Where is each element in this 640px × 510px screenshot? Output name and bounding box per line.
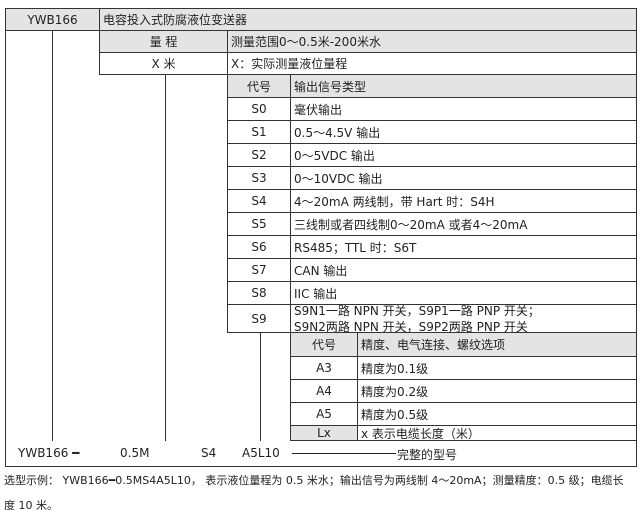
option-code: A3: [290, 356, 358, 380]
output-desc: 三线制或者四线制0～20mA 或者4～20mA: [290, 212, 637, 236]
output-desc: RS485；TTL 时：S6T: [290, 235, 637, 259]
range-desc: 测量范围0～0.5米-200米水: [227, 30, 637, 53]
output-desc: 0～10VDC 输出: [290, 166, 637, 190]
output-desc: CAN 输出: [290, 258, 637, 282]
output-code: S5: [227, 212, 291, 236]
option-desc: 精度为0.5级: [357, 402, 637, 426]
output-code: S6: [227, 235, 291, 259]
output-head-desc: 输出信号类型: [290, 74, 637, 98]
model-cell: YWB166: [5, 8, 100, 31]
product-name: 电容投入式防腐液位变送器: [99, 8, 637, 31]
options-head-code: 代号: [290, 332, 358, 357]
range-code: X 米: [99, 52, 228, 75]
output-code: S7: [227, 258, 291, 282]
footnote-line2: 度 10 米。: [4, 499, 58, 510]
output-code: S9: [227, 304, 291, 333]
full-model-label: 完整的型号: [397, 448, 458, 462]
output-desc: 4～20mA 两线制，带 Hart 时：S4H: [290, 189, 637, 213]
option-desc: 精度为0.1级: [357, 356, 637, 380]
connector-line: [260, 332, 261, 441]
output-code: S3: [227, 166, 291, 190]
connector-line: [165, 74, 166, 441]
example-output: S4: [201, 446, 217, 460]
option-desc: 精度为0.2级: [357, 379, 637, 403]
output-desc: 0.5～4.5V 输出: [290, 120, 637, 144]
option-code: Lx: [290, 425, 358, 441]
footnote-line1: 选型示例： YWB166━0.5MS4A5L10， 表示液位量程为 0.5 米水…: [4, 474, 624, 487]
output-code: S4: [227, 189, 291, 213]
output-desc: S9N1一路 NPN 开关，S9P1一路 PNP 开关； S9N2两路 NPN 开…: [290, 303, 637, 334]
output-code: S2: [227, 143, 291, 167]
option-desc: x 表示电缆长度（米）: [357, 425, 637, 441]
pointer-line: [292, 453, 396, 454]
output-head-code: 代号: [227, 74, 291, 98]
example-model: YWB166 ━: [18, 446, 80, 460]
example-options: A5L10: [242, 446, 280, 460]
output-code: S0: [227, 97, 291, 121]
option-code: A4: [290, 379, 358, 403]
range-label: 量 程: [99, 30, 228, 53]
option-code: A5: [290, 402, 358, 426]
connector-line: [52, 30, 53, 441]
s9-line2: S9N2两路 NPN 开关，S9P2两路 PNP 开关: [294, 319, 528, 334]
output-desc: IIC 输出: [290, 281, 637, 305]
example-range: 0.5M: [120, 446, 150, 460]
output-desc: 毫伏输出: [290, 97, 637, 121]
options-head-desc: 精度、电气连接、螺纹选项: [357, 332, 637, 357]
s9-line1: S9N1一路 NPN 开关，S9P1一路 PNP 开关；: [294, 303, 540, 318]
range-code-desc: X：实际测量液位量程: [227, 52, 637, 75]
output-code: S8: [227, 281, 291, 305]
output-desc: 0～5VDC 输出: [290, 143, 637, 167]
output-code: S1: [227, 120, 291, 144]
